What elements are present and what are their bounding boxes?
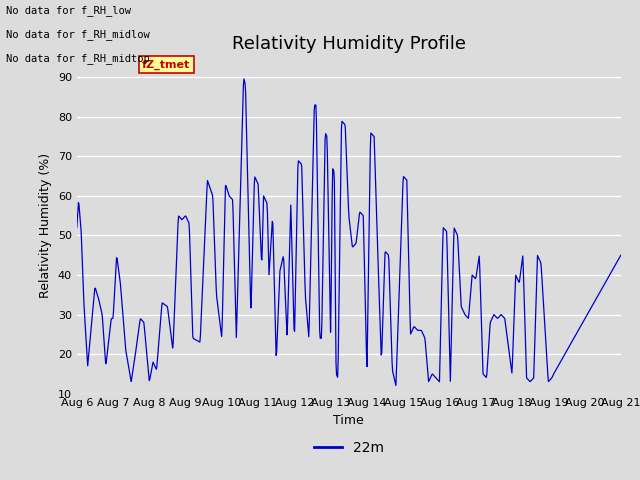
Text: No data for f_RH_midlow: No data for f_RH_midlow <box>6 29 150 40</box>
Text: No data for f_RH_low: No data for f_RH_low <box>6 5 131 16</box>
Y-axis label: Relativity Humidity (%): Relativity Humidity (%) <box>39 153 52 298</box>
Title: Relativity Humidity Profile: Relativity Humidity Profile <box>232 35 466 53</box>
Text: fZ_tmet: fZ_tmet <box>142 60 190 70</box>
Legend: 22m: 22m <box>308 435 389 461</box>
X-axis label: Time: Time <box>333 414 364 427</box>
Text: No data for f_RH_midtop: No data for f_RH_midtop <box>6 53 150 64</box>
